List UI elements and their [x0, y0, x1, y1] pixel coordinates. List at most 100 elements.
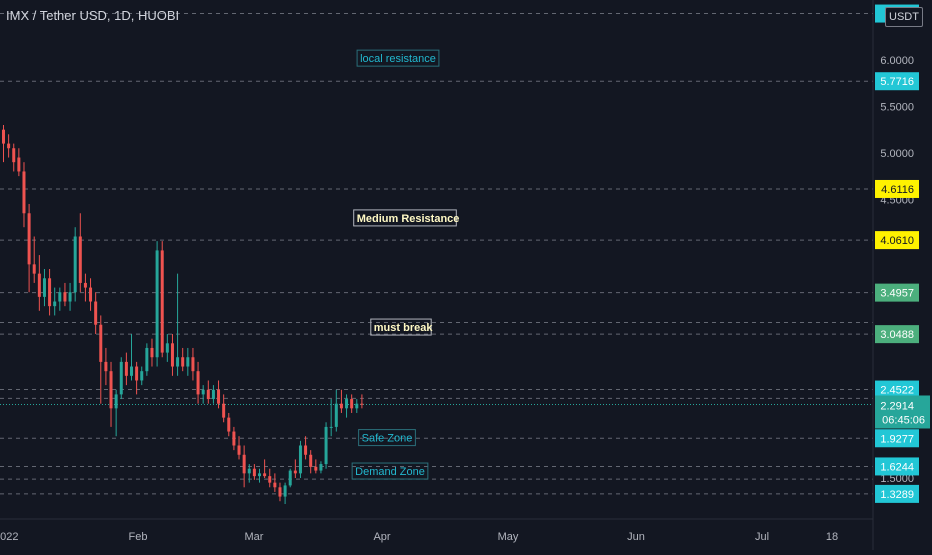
candle-body-66	[339, 403, 343, 409]
annotation-1[interactable]: Medium Resistance	[353, 209, 460, 227]
price-label-3: 4.0610	[875, 231, 919, 250]
candle-body-6	[32, 264, 36, 274]
candle-body-57	[293, 470, 297, 474]
candle-body-18	[94, 301, 98, 325]
y-tick-4: 1.5000	[880, 473, 914, 485]
annotation-text-0: local resistance	[360, 53, 436, 65]
candle-body-15	[78, 236, 82, 283]
candle-body-48	[247, 468, 251, 474]
price-label-1: 5.7716	[875, 72, 919, 91]
price-label-2: 4.6116	[875, 179, 919, 198]
price-label-box-9	[875, 484, 919, 503]
price-label-6: 2.4522	[875, 380, 919, 399]
candle-body-1	[7, 143, 11, 149]
candle-body-40	[206, 389, 210, 400]
x-tick-3: Apr	[373, 531, 390, 543]
candle-body-7	[37, 273, 41, 297]
candle-body-38	[196, 371, 200, 395]
price-label-8: 1.6244	[875, 457, 919, 476]
candle-body-45	[232, 431, 236, 446]
price-label-9: 1.3289	[875, 484, 919, 503]
price-label-box-3	[875, 231, 919, 250]
y-tick-1: 5.5000	[880, 101, 914, 113]
candle-body-17	[89, 287, 93, 302]
annotation-box-0	[356, 49, 440, 67]
price-label-box-5	[875, 325, 919, 344]
candle-body-56	[288, 470, 292, 486]
candle-body-52	[268, 476, 272, 483]
price-label-text-1: 5.7716	[880, 76, 914, 88]
candle-body-37	[191, 357, 195, 372]
price-label-box-8	[875, 457, 919, 476]
time-axis[interactable]: 2022 Feb Mar Apr May Jun Jul 18	[0, 0, 874, 550]
current-price-text: 2.2914	[880, 400, 914, 412]
price-label-box-4	[875, 283, 919, 302]
candle-body-11	[58, 292, 62, 302]
y-tick-2: 5.0000	[880, 148, 914, 160]
candle-body-16	[83, 282, 87, 288]
candle-body-47	[242, 454, 246, 474]
price-label-text-9: 1.3289	[880, 489, 914, 501]
price-label-box-2	[875, 179, 919, 198]
candle-body-41	[211, 389, 215, 400]
candle-body-30	[155, 250, 159, 358]
annotation-3[interactable]: Safe Zone	[358, 429, 416, 447]
candle-body-46	[237, 445, 241, 455]
candle-body-13	[68, 292, 72, 302]
candle-body-12	[63, 292, 67, 302]
price-label-5: 3.0488	[875, 325, 919, 344]
candle-body-5	[27, 213, 31, 265]
x-tick-2: Mar	[245, 531, 264, 543]
annotation-text-4: Demand Zone	[355, 466, 425, 478]
currency-button[interactable]: USDT	[885, 7, 923, 27]
price-label-box-7	[875, 429, 919, 448]
price-label-text-2: 4.6116	[881, 184, 914, 196]
candle-body-68	[350, 399, 354, 409]
candle-body-33	[170, 343, 174, 367]
candle-body-23	[119, 361, 123, 395]
price-axis: 6.00005.50005.00004.50001.50006.55.77164…	[875, 4, 930, 503]
candle-body-61	[314, 466, 318, 471]
annotation-text-2: must break	[374, 322, 434, 334]
candle-body-20	[104, 361, 108, 372]
candle-body-53	[273, 482, 277, 488]
candle-body-26	[135, 366, 139, 381]
current-price-box	[875, 395, 930, 429]
x-tick-4: May	[498, 531, 519, 543]
candle-body-43	[222, 403, 226, 418]
annotation-0[interactable]: local resistance	[356, 49, 440, 67]
price-label-text-7: 1.9277	[880, 433, 914, 445]
candle-body-67	[345, 399, 349, 409]
price-label-7: 1.9277	[875, 429, 919, 448]
candle-body-28	[145, 347, 149, 372]
price-label-box-6	[875, 380, 919, 399]
candle-body-25	[130, 366, 133, 376]
annotation-2[interactable]: must break	[370, 318, 434, 336]
x-tick-7: 18	[826, 531, 838, 543]
candle-body-60	[309, 454, 313, 467]
x-tick-1: Feb	[129, 531, 148, 543]
price-label-text-4: 3.4957	[880, 288, 914, 300]
candle-body-42	[217, 389, 221, 404]
candle-body-50	[258, 473, 261, 477]
price-label-box-1	[875, 72, 919, 91]
candle-body-65	[334, 403, 338, 427]
candle-body-29	[150, 347, 154, 358]
candle-body-8	[42, 278, 46, 297]
annotation-box-3	[358, 429, 416, 447]
candle-body-35	[181, 357, 185, 367]
candles	[2, 125, 364, 505]
candle-body-59	[304, 445, 308, 455]
candle-body-0	[2, 129, 5, 144]
candle-body-21	[109, 371, 113, 409]
candle-body-64	[329, 426, 333, 428]
annotation-box-4	[351, 462, 429, 480]
candle-body-36	[186, 357, 190, 367]
price-label-text-3: 4.0610	[880, 235, 914, 247]
candle-body-69	[355, 403, 359, 409]
annotation-4[interactable]: Demand Zone	[351, 462, 429, 480]
candle-body-44	[227, 417, 231, 432]
candle-body-58	[298, 445, 302, 474]
